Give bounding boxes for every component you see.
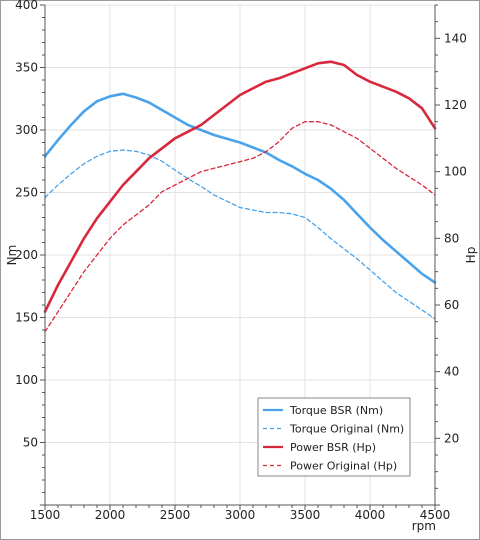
y-right-tick-label: 120 — [444, 98, 467, 112]
x-tick-label: 4000 — [355, 508, 386, 522]
x-tick-label: 3000 — [225, 508, 256, 522]
y-left-tick-label: 250 — [15, 186, 38, 200]
legend: Torque BSR (Nm) Torque Original (Nm) Power… — [257, 397, 411, 477]
y-right-tick-label: 40 — [444, 365, 459, 379]
legend-label-power-bsr-hp: Power BSR (Hp) — [290, 441, 376, 454]
y-left-tick-label: 200 — [15, 248, 38, 262]
series-layer — [43, 60, 437, 333]
y-left-axis-label: Nm — [5, 245, 19, 266]
y-right-tick-label: 140 — [444, 31, 467, 45]
series-torque-original-nm-line — [44, 149, 436, 320]
x-tick-label: 1500 — [30, 508, 61, 522]
x-tick-label: 4500 — [420, 508, 451, 522]
legend-label-power-original-hp: Power Original (Hp) — [290, 460, 397, 473]
y-left-tick-label: 350 — [15, 61, 38, 75]
series-power-original-hp-line — [44, 121, 436, 333]
y-right-tick-label: 20 — [444, 431, 459, 445]
x-tick-label: 2500 — [160, 508, 191, 522]
y-left-tick-label: 300 — [15, 123, 38, 137]
legend-label-torque-original-nm: Torque Original (Nm) — [289, 423, 404, 436]
axes — [40, 4, 440, 510]
y-right-tick-label: 80 — [444, 231, 459, 245]
y-left-tick-label: 100 — [15, 373, 38, 387]
x-tick-label: 3500 — [290, 508, 321, 522]
y-left-tick-label: 50 — [23, 436, 38, 450]
y-right-axis-label: Hp — [464, 247, 478, 264]
y-right-tick-label: 100 — [444, 165, 467, 179]
x-tick-label: 2000 — [95, 508, 126, 522]
y-right-tick-label: 60 — [444, 298, 459, 312]
legend-box — [257, 397, 411, 477]
series-torque-bsr-nm-line — [43, 92, 437, 284]
series-power-bsr-hp-line — [43, 60, 437, 314]
x-axis-label: rpm — [412, 519, 436, 533]
y-left-tick-label: 400 — [15, 0, 38, 12]
y-left-tick-label: 150 — [15, 311, 38, 325]
tick-labels: 50 100 150 200 250 300 350 400 20 40 60 80 100 120 140… — [15, 0, 467, 522]
legend-label-torque-bsr-nm: Torque BSR (Nm) — [289, 404, 383, 417]
